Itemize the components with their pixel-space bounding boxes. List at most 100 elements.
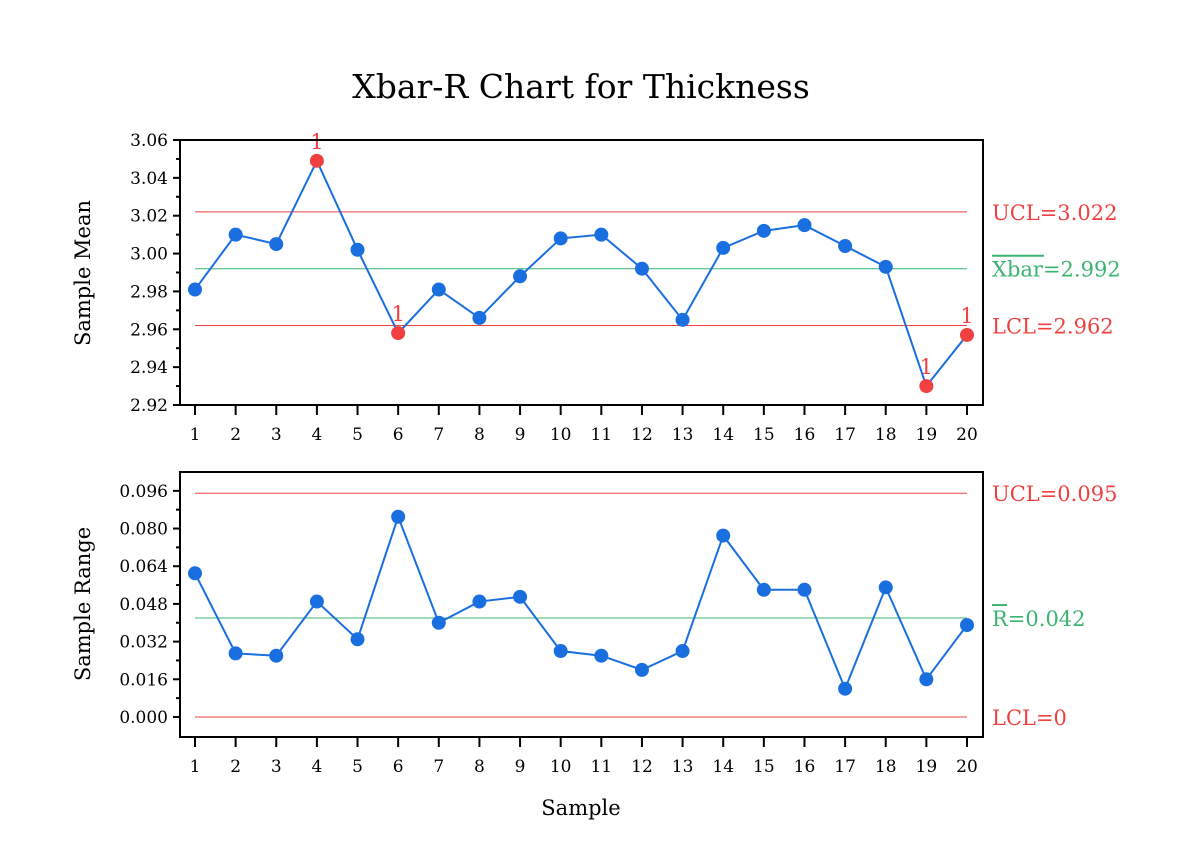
data-point <box>594 227 609 242</box>
data-point <box>878 259 893 274</box>
alarm-marker: 1 <box>960 304 973 328</box>
data-point <box>513 269 528 284</box>
x-tick-label: 19 <box>916 757 938 777</box>
y-tick-label: 0.016 <box>119 670 168 690</box>
alarm-point <box>919 379 934 394</box>
data-point <box>391 509 406 524</box>
x-tick-label: 13 <box>672 757 694 777</box>
data-point <box>919 672 934 687</box>
x-tick-label: 20 <box>956 425 978 445</box>
x-tick-label: 9 <box>515 425 526 445</box>
ucl-label: UCL=0.095 <box>992 482 1117 506</box>
y-tick-label: 0.032 <box>119 633 168 653</box>
data-point <box>675 312 690 327</box>
ucl-label: UCL=3.022 <box>992 201 1117 225</box>
x-tick-label: 3 <box>271 425 282 445</box>
y-tick-label: 3.04 <box>130 169 168 189</box>
x-tick-label: 16 <box>794 425 816 445</box>
data-point <box>756 223 771 238</box>
data-point <box>838 239 853 253</box>
y-tick-label: 0.080 <box>119 520 168 540</box>
x-tick-label: 4 <box>311 425 322 445</box>
alarm-marker: 1 <box>391 302 404 326</box>
data-point <box>960 618 974 633</box>
x-tick-label: 16 <box>794 757 816 777</box>
x-tick-label: 5 <box>352 425 363 445</box>
x-tick-label: 15 <box>753 425 775 445</box>
alarm-marker: 1 <box>920 355 933 379</box>
x-tick-label: 2 <box>230 757 241 777</box>
data-point <box>472 310 487 325</box>
data-point <box>472 594 487 609</box>
x-tick-label: 7 <box>433 425 444 445</box>
data-point <box>350 632 365 647</box>
data-point <box>675 644 690 659</box>
lcl-label: LCL=2.962 <box>992 315 1114 339</box>
x-tick-label: 15 <box>753 757 775 777</box>
data-point <box>431 615 446 630</box>
data-point <box>553 644 568 659</box>
chart-title: Xbar-R Chart for Thickness <box>352 67 810 106</box>
y-tick-label: 3.06 <box>130 131 168 151</box>
alarm-point <box>309 153 324 168</box>
x-tick-label: 3 <box>271 757 282 777</box>
xbar-panel: 2.922.942.962.983.003.023.043.061 2 3 4 5 6 7 8… <box>130 130 1121 445</box>
data-point <box>878 580 893 595</box>
x-tick-label: 17 <box>834 425 856 445</box>
x-tick-label: 18 <box>875 425 897 445</box>
y-tick-label: 0.000 <box>119 708 168 728</box>
y-tick-label: 0.064 <box>119 557 168 577</box>
x-tick-label: 19 <box>916 425 938 445</box>
range-y-axis-label: Sample Range <box>71 527 95 681</box>
data-point <box>188 566 202 581</box>
series-line <box>194 158 968 389</box>
x-tick-label: 9 <box>515 757 526 777</box>
x-tick-label: 8 <box>474 425 485 445</box>
data-point <box>594 648 609 663</box>
series-line <box>194 513 968 692</box>
x-tick-label: 12 <box>631 425 653 445</box>
x-tick-label: 4 <box>311 757 322 777</box>
data-point <box>350 242 365 257</box>
lcl-label: LCL=0 <box>992 706 1067 730</box>
data-point <box>716 240 731 255</box>
y-tick-label: 2.92 <box>130 396 168 416</box>
x-tick-label: 5 <box>352 757 363 777</box>
y-tick-label: 0.096 <box>119 482 168 502</box>
data-point <box>228 227 243 242</box>
x-tick-label: 18 <box>875 757 897 777</box>
data-point <box>188 282 202 297</box>
x-tick-label: 12 <box>631 757 653 777</box>
data-point <box>797 582 812 597</box>
y-tick-label: 2.94 <box>130 358 168 378</box>
x-tick-label: 11 <box>590 757 612 777</box>
data-point <box>838 681 853 696</box>
x-tick-label: 8 <box>474 757 485 777</box>
y-tick-label: 2.96 <box>130 320 168 340</box>
xbar-y-axis-label: Sample Mean <box>71 200 95 346</box>
x-tick-label: 6 <box>393 425 404 445</box>
x-tick-label: 1 <box>190 425 201 445</box>
x-tick-label: 2 <box>230 425 241 445</box>
x-tick-label: 14 <box>712 425 734 445</box>
data-point <box>716 528 731 543</box>
data-point <box>309 594 324 609</box>
x-tick-label: 17 <box>834 757 856 777</box>
center-label: Xbar=2.992 <box>992 258 1121 282</box>
x-tick-label: 20 <box>956 757 978 777</box>
data-point <box>634 662 649 677</box>
x-tick-label: 10 <box>550 425 572 445</box>
y-tick-label: 3.00 <box>130 245 168 265</box>
x-tick-label: 11 <box>590 425 612 445</box>
data-point <box>269 237 284 252</box>
data-point <box>756 582 771 597</box>
data-point <box>269 648 284 663</box>
plot-frame <box>179 139 984 406</box>
x-tick-label: 1 <box>190 757 201 777</box>
x-tick-label: 6 <box>393 757 404 777</box>
data-point <box>431 282 446 297</box>
x-tick-label: 14 <box>712 757 734 777</box>
x-tick-label: 7 <box>433 757 444 777</box>
